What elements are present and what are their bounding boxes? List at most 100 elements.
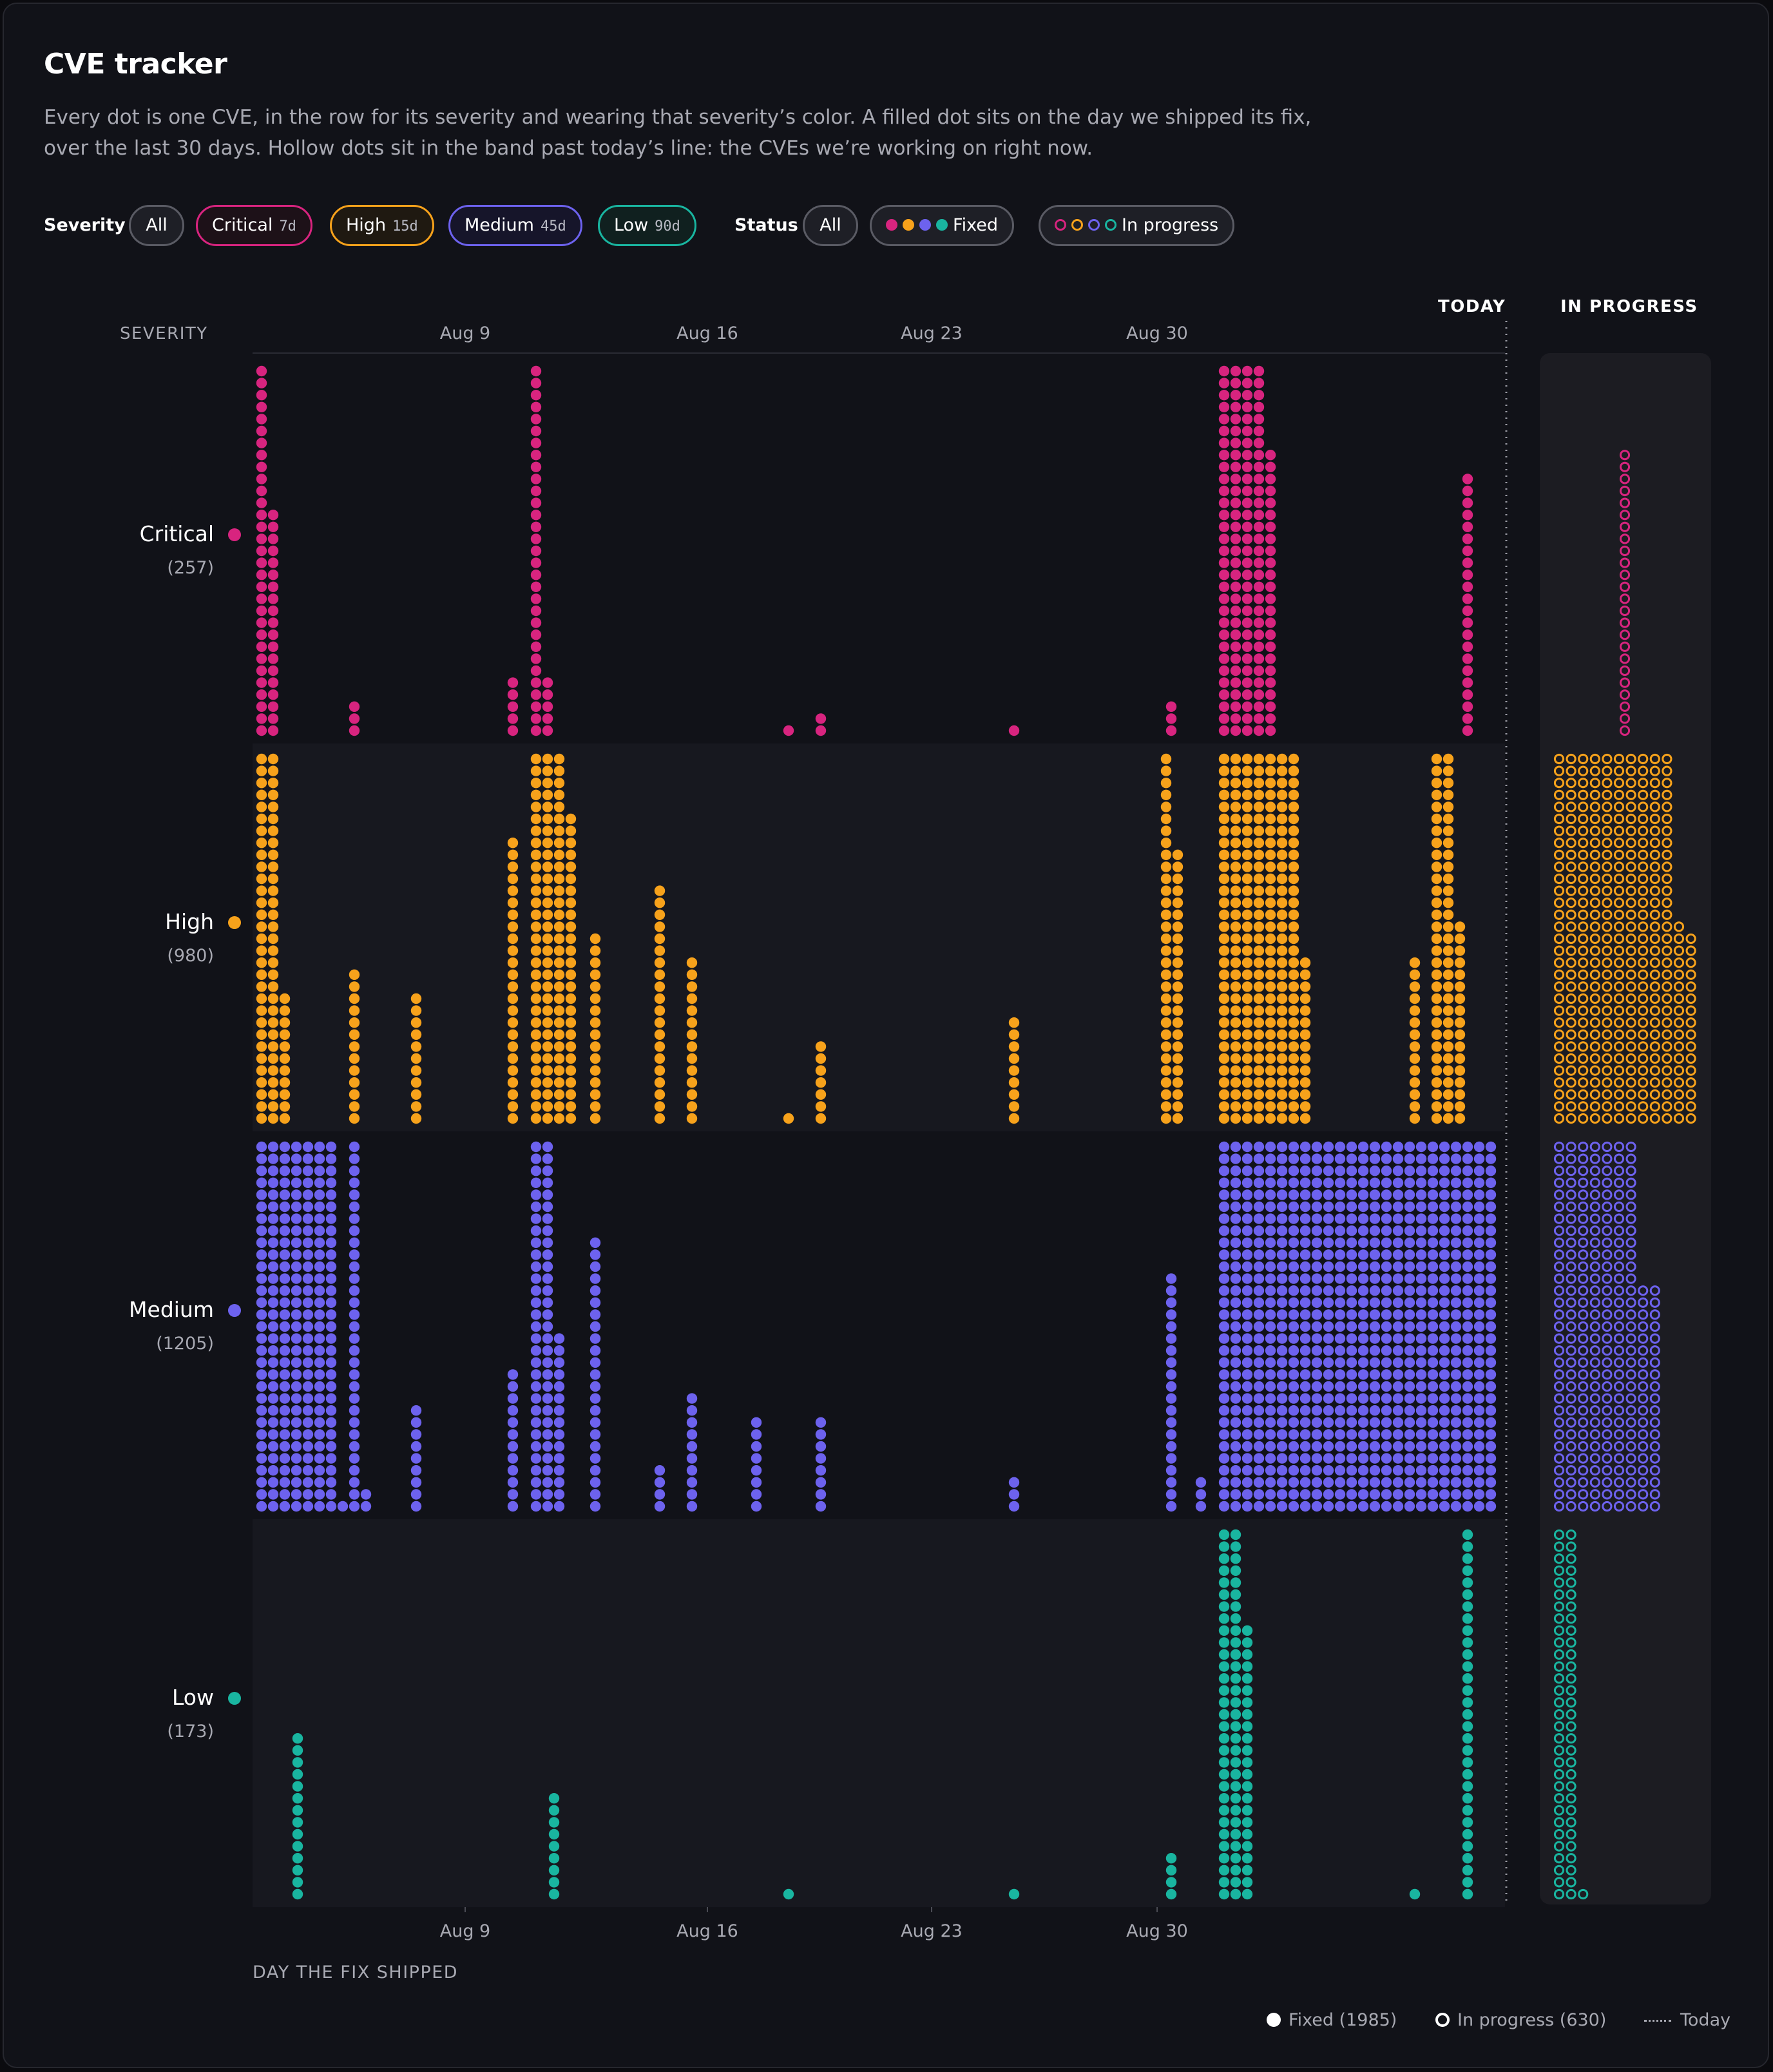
fixed-cve-dot <box>1381 1237 1392 1249</box>
fixed-cve-dot <box>565 1017 577 1028</box>
status-fixed-chip[interactable]: Fixed <box>870 205 1014 246</box>
fixed-cve-dot <box>1218 461 1230 472</box>
fixed-cve-dot <box>360 1501 372 1512</box>
severity-chip-critical[interactable]: Critical 7d <box>196 205 312 246</box>
fixed-cve-dot <box>542 1333 553 1344</box>
fixed-cve-dot <box>1323 1441 1334 1452</box>
fixed-cve-dot <box>1276 1453 1288 1464</box>
fixed-cve-dot <box>314 1177 325 1189</box>
fixed-cve-dot <box>1311 1393 1323 1404</box>
in-progress-cve-dot <box>1602 861 1613 872</box>
fixed-cve-dot <box>1218 778 1230 789</box>
in-progress-cve-dot <box>1625 1501 1636 1512</box>
fixed-cve-dot <box>530 861 542 872</box>
row-label: Low <box>172 1685 214 1710</box>
severity-all-chip[interactable]: All <box>129 205 184 246</box>
fixed-cve-dot <box>1165 1489 1177 1500</box>
fixed-cve-dot <box>1230 485 1241 497</box>
in-progress-cve-dot <box>1638 861 1649 872</box>
fixed-cve-dot <box>1276 873 1288 885</box>
fixed-cve-dot <box>1253 1201 1265 1213</box>
fixed-cve-dot <box>1392 1309 1404 1320</box>
fixed-cve-dot <box>589 1381 601 1392</box>
fixed-cve-dot <box>1172 1005 1184 1016</box>
fixed-cve-dot <box>530 1005 542 1016</box>
fixed-cve-dot <box>589 1357 601 1368</box>
fixed-cve-dot <box>1323 1261 1334 1272</box>
fixed-cve-dot <box>1218 629 1230 640</box>
status-all-chip[interactable]: All <box>803 205 858 246</box>
fixed-cve-dot <box>1346 1261 1357 1272</box>
in-progress-cve-dot <box>1553 1697 1565 1708</box>
fixed-cve-dot <box>1241 1673 1253 1684</box>
in-progress-cve-dot <box>1613 765 1625 776</box>
fixed-cve-dot <box>267 1077 279 1088</box>
in-progress-cve-dot <box>1589 909 1600 920</box>
fixed-cve-dot <box>1323 1321 1334 1332</box>
fixed-cve-dot <box>325 1201 337 1213</box>
fixed-cve-dot <box>565 933 577 945</box>
fixed-cve-dot <box>1450 1501 1462 1512</box>
fixed-cve-dot <box>1230 1541 1241 1552</box>
status-in-progress-chip[interactable]: In progress <box>1039 205 1235 246</box>
in-progress-cve-dot <box>1602 1393 1613 1404</box>
fixed-cve-dot <box>256 1465 267 1476</box>
fixed-cve-dot <box>553 1113 565 1124</box>
fixed-cve-dot <box>1473 1213 1485 1224</box>
in-progress-cve-dot <box>1566 1745 1577 1756</box>
fixed-cve-dot <box>1218 1625 1230 1636</box>
fixed-cve-dot <box>1253 1381 1265 1392</box>
x-tick-bottom: Aug 9 <box>440 1921 490 1941</box>
in-progress-cve-dot <box>1613 825 1625 836</box>
fixed-cve-dot <box>1369 1477 1381 1488</box>
fixed-cve-dot <box>1334 1321 1346 1332</box>
in-progress-cve-dot <box>1566 969 1577 980</box>
severity-chip-high[interactable]: High 15d <box>330 205 434 246</box>
fixed-cve-dot <box>267 921 279 932</box>
fixed-cve-dot <box>1485 1153 1497 1164</box>
in-progress-cve-dot <box>1589 1345 1600 1356</box>
fixed-cve-dot <box>1265 461 1276 472</box>
fixed-cve-dot <box>1230 778 1241 789</box>
fixed-cve-dot <box>1409 1017 1421 1028</box>
fixed-cve-dot <box>1230 1625 1241 1636</box>
fixed-cve-dot <box>553 1417 565 1428</box>
severity-chip-low[interactable]: Low 90d <box>598 205 696 246</box>
in-progress-cve-dot <box>1613 801 1625 812</box>
severity-chip-medium[interactable]: Medium 45d <box>448 205 582 246</box>
fixed-cve-dot <box>1450 1201 1462 1213</box>
fixed-cve-dot <box>565 1089 577 1100</box>
row-color-dot <box>228 1692 241 1705</box>
fixed-cve-dot <box>256 1297 267 1309</box>
in-progress-cve-dot <box>1673 1005 1685 1016</box>
in-progress-cve-dot <box>1589 1141 1600 1153</box>
fixed-cve-dot <box>542 1297 553 1309</box>
in-progress-cve-dot <box>1649 909 1660 920</box>
fixed-cve-dot <box>1008 1101 1020 1112</box>
in-progress-cve-dot <box>1662 1053 1672 1064</box>
fixed-cve-dot <box>1253 461 1265 472</box>
in-progress-cve-dot <box>1602 945 1613 956</box>
in-progress-cve-dot <box>1578 957 1589 968</box>
fixed-cve-dot <box>1334 1477 1346 1488</box>
in-progress-cve-dot <box>1589 993 1600 1004</box>
fixed-cve-dot <box>542 1357 553 1368</box>
fixed-cve-dot <box>279 1053 291 1064</box>
fixed-cve-dot <box>530 390 542 401</box>
fixed-cve-dot <box>1299 1166 1311 1176</box>
in-progress-cve-dot <box>1578 897 1589 908</box>
in-progress-cve-dot <box>1553 1429 1565 1440</box>
fixed-cve-dot <box>1473 1321 1485 1332</box>
fixed-cve-dot <box>1253 1053 1265 1064</box>
in-progress-cve-dot <box>1619 570 1631 580</box>
fixed-cve-dot <box>1265 921 1276 932</box>
fixed-cve-dot <box>1485 1369 1497 1380</box>
fixed-cve-dot <box>256 838 267 849</box>
fixed-cve-dot <box>1265 1225 1276 1236</box>
fixed-cve-dot <box>542 1309 553 1320</box>
fixed-cve-dot <box>279 1345 291 1356</box>
fixed-cve-dot <box>589 1029 601 1041</box>
fixed-cve-dot <box>1404 1189 1415 1200</box>
in-progress-cve-dot <box>1613 945 1625 956</box>
